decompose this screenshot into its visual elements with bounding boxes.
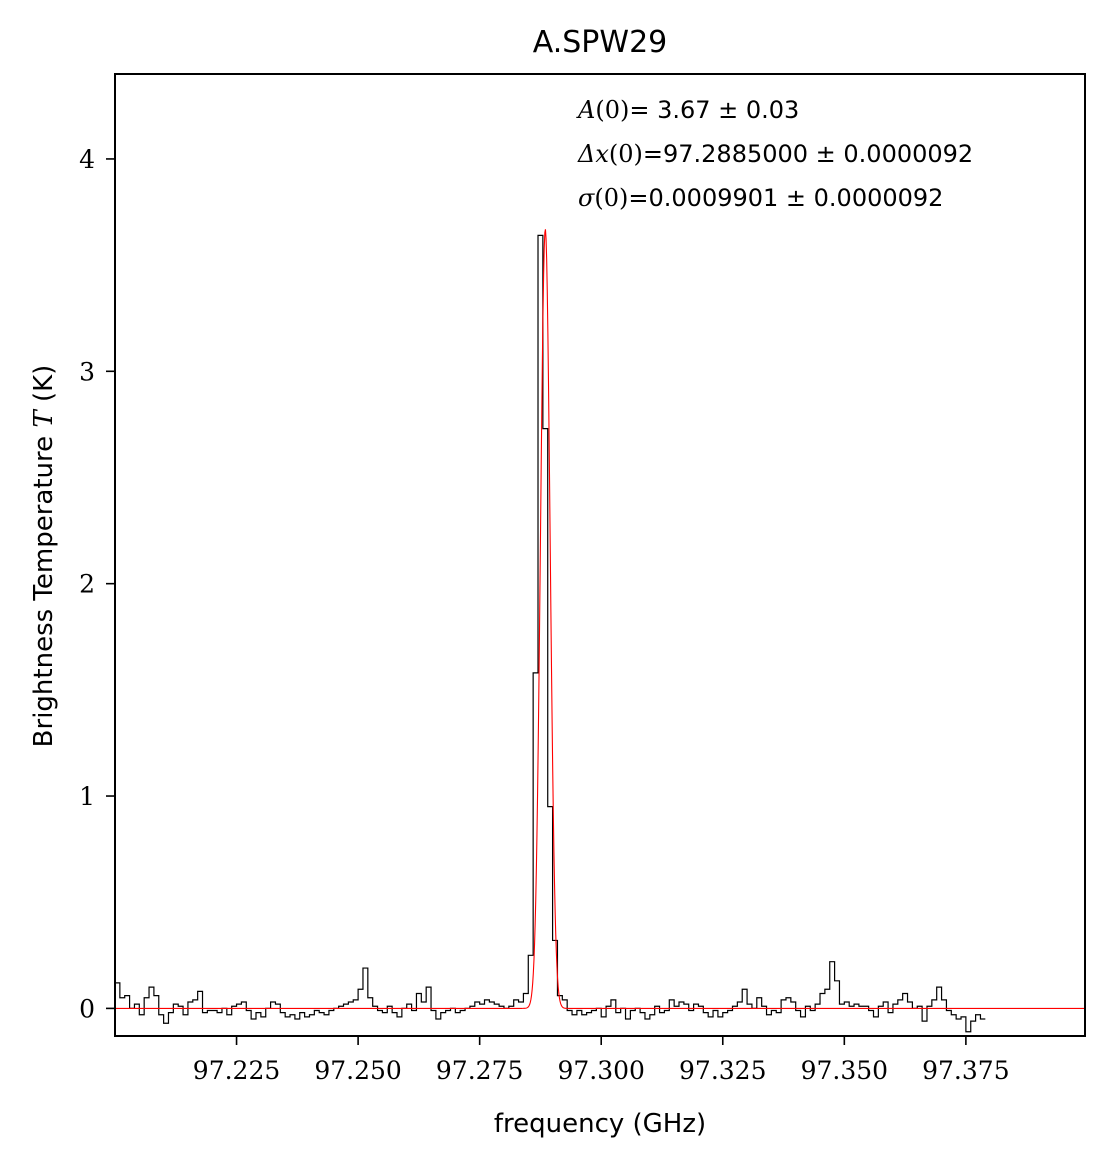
annotation-sigma: σ(0)=0.0009901 ± 0.0000092 [578, 184, 943, 212]
x-axis: 97.225 97.250 97.275 97.300 97.325 97.350 97.3… [193, 1036, 1010, 1085]
annotation-center: Δx(0)=97.2885000 ± 0.0000092 [577, 140, 973, 168]
spectrum-line [115, 234, 986, 1033]
y-tick-label: 2 [79, 570, 95, 599]
x-tick-label: 97.275 [436, 1056, 523, 1085]
y-tick-label: 1 [79, 782, 95, 811]
x-axis-label: frequency (GHz) [494, 1109, 706, 1139]
fit-annotation: A(0)= 3.67 ± 0.03 Δx(0)=97.2885000 ± 0.0… [576, 96, 973, 212]
y-tick-label: 4 [79, 145, 95, 174]
x-tick-label: 97.350 [801, 1056, 888, 1085]
x-tick-label: 97.325 [679, 1056, 766, 1085]
y-tick-label: 3 [79, 357, 95, 386]
y-axis-label: Brightness Temperature T (K) [29, 365, 59, 748]
y-tick-label: 0 [79, 994, 95, 1023]
x-tick-label: 97.375 [922, 1056, 1009, 1085]
gaussian-fit-line [115, 229, 1085, 1009]
x-tick-label: 97.225 [193, 1056, 280, 1085]
x-tick-label: 97.250 [314, 1056, 401, 1085]
plot-frame [114, 73, 1086, 1037]
annotation-amplitude: A(0)= 3.67 ± 0.03 [576, 96, 799, 124]
y-axis: 0 1 2 3 4 [79, 145, 115, 1023]
x-tick-label: 97.300 [557, 1056, 644, 1085]
chart-title: A.SPW29 [533, 25, 668, 60]
series-layer [115, 229, 1085, 1033]
